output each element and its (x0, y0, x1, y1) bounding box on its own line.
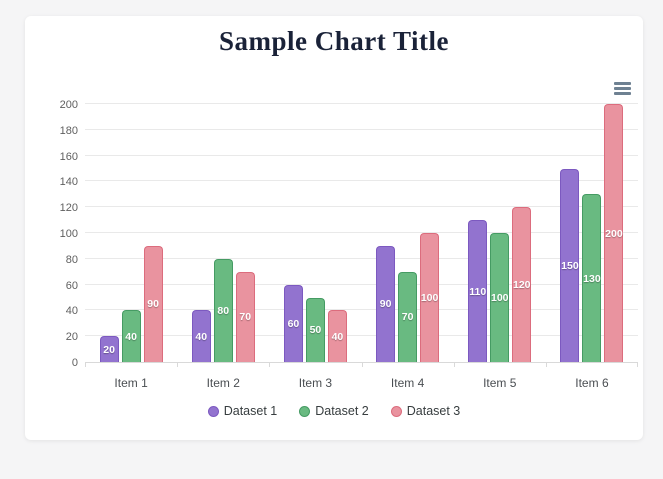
legend-marker-icon (207, 405, 219, 417)
bar-group-item-2: 40 80 70 (177, 105, 269, 362)
bar-value-label: 80 (217, 304, 230, 317)
bar-group-item-6: 150 130 200 (546, 104, 638, 362)
y-axis-tick-label: 40 (65, 305, 78, 318)
y-axis: 0 20 40 60 80 100 120 140 160 180 200 (25, 99, 78, 369)
bar-group-item-1: 20 40 90 (85, 105, 177, 362)
legend-label: Dataset 3 (406, 404, 461, 418)
bar-dataset-3-item-2[interactable]: 70 (235, 271, 255, 362)
bar-dataset-2-item-2[interactable]: 80 (213, 258, 233, 362)
gridline (85, 128, 638, 130)
bar-dataset-2-item-3[interactable]: 50 (305, 297, 325, 362)
bar-group-item-4: 90 70 100 (362, 105, 454, 362)
y-axis-tick-label: 180 (59, 124, 78, 137)
legend-label: Dataset 2 (315, 404, 369, 418)
y-axis-tick-label: 60 (65, 279, 78, 292)
page: { "chart_data": { "type": "bar", "title"… (0, 16, 663, 479)
bar-dataset-2-item-5[interactable]: 100 (490, 233, 510, 362)
gridline (85, 154, 638, 156)
gridline (85, 309, 638, 311)
x-axis-label-item-6: Item 6 (575, 376, 609, 390)
bar-dataset-1-item-5[interactable]: 110 (468, 220, 488, 362)
y-axis-tick-label: 0 (71, 357, 78, 369)
menu-bar (614, 92, 631, 95)
bar-value-label: 40 (195, 330, 208, 343)
bar-value-label: 90 (379, 298, 392, 311)
bar-value-label: 150 (561, 259, 579, 272)
x-axis-tick (361, 362, 363, 367)
menu-bar (614, 87, 631, 90)
bar-value-label: 20 (103, 343, 115, 356)
bar-value-label: 110 (469, 285, 487, 298)
bar-dataset-2-item-1[interactable]: 40 (121, 310, 141, 362)
bar-value-label: 200 (605, 227, 623, 240)
chart-title: Sample Chart Title (218, 26, 449, 56)
hamburger-menu-icon[interactable] (612, 78, 633, 99)
gridline (85, 103, 638, 104)
bar-dataset-3-item-1[interactable]: 90 (143, 245, 163, 362)
bar-dataset-3-item-4[interactable]: 100 (420, 233, 440, 362)
y-axis-tick-label: 160 (59, 150, 78, 163)
gridline (85, 257, 638, 259)
x-axis-label-item-5: Item 5 (483, 376, 517, 390)
bar-value-label: 70 (239, 311, 252, 324)
x-axis-label-item-1: Item 1 (114, 376, 148, 390)
chart-card: Sample Chart Title 0 20 40 60 80 100 120 140 160… (25, 16, 643, 440)
bar-dataset-3-item-6[interactable]: 200 (604, 104, 624, 362)
x-axis-label-item-4: Item 4 (390, 376, 425, 390)
bar-dataset-1-item-6[interactable]: 150 (560, 168, 580, 362)
y-axis-tick-label: 80 (65, 253, 78, 266)
gridline (85, 335, 638, 337)
gridline (85, 232, 638, 233)
bar-value-label: 50 (309, 324, 322, 337)
bar-value-label: 100 (420, 292, 439, 304)
bar-value-label: 60 (287, 317, 300, 330)
bar-dataset-1-item-4[interactable]: 90 (376, 245, 396, 362)
bar-dataset-1-item-1[interactable]: 20 (99, 336, 119, 362)
plot-area: 20 40 90 40 80 70 60 50 40 90 70 100 110 100 120 150 130… (85, 103, 638, 367)
gridline (85, 180, 638, 182)
bar-dataset-2-item-4[interactable]: 70 (398, 271, 418, 362)
bar-value-label: 40 (331, 330, 344, 343)
legend-item-dataset-2[interactable]: Dataset 2 (299, 404, 369, 418)
bar-dataset-3-item-3[interactable]: 40 (327, 310, 347, 362)
legend: Dataset 1 Dataset 2 Dataset 3 (25, 404, 643, 418)
legend-item-dataset-3[interactable]: Dataset 3 (390, 404, 461, 418)
bar-group-item-3: 60 50 40 (269, 105, 361, 362)
y-axis-tick-label: 100 (59, 228, 78, 240)
x-axis-tick (85, 362, 86, 367)
y-axis-tick-label: 20 (65, 331, 78, 344)
menu-bar (614, 82, 631, 85)
bar-value-label: 120 (513, 279, 531, 292)
gridline (85, 283, 638, 285)
bar-dataset-1-item-3[interactable]: 60 (283, 284, 303, 362)
bar-groups: 20 40 90 40 80 70 60 50 40 90 70 100 110 100 120 150 130… (85, 104, 638, 362)
bar-dataset-2-item-6[interactable]: 130 (582, 194, 602, 362)
y-axis-tick-label: 120 (59, 202, 78, 215)
x-axis-tick (453, 362, 455, 367)
bar-value-label: 90 (147, 298, 159, 311)
bar-value-label: 130 (583, 272, 601, 285)
legend-marker-icon (390, 405, 402, 417)
legend-item-dataset-1[interactable]: Dataset 1 (207, 404, 278, 418)
x-axis-tick (637, 362, 638, 367)
y-axis-tick-label: 140 (59, 176, 78, 189)
x-axis-label-item-3: Item 3 (298, 376, 333, 390)
gridline (85, 206, 638, 208)
x-axis-tick (177, 362, 179, 367)
y-axis-tick-label: 200 (59, 99, 78, 111)
bar-group-item-5: 110 100 120 (454, 105, 546, 362)
x-axis: Item 1 Item 2 Item 3 Item 4 Item 5 Item 6 (85, 368, 638, 392)
bar-value-label: 100 (491, 292, 509, 304)
bar-dataset-1-item-2[interactable]: 40 (191, 310, 211, 362)
bar-value-label: 40 (125, 330, 137, 343)
legend-marker-icon (299, 405, 311, 417)
x-axis-label-item-2: Item 2 (206, 376, 240, 390)
x-axis-tick (269, 362, 271, 367)
bar-value-label: 70 (401, 311, 414, 324)
x-axis-tick (545, 362, 547, 367)
bar-dataset-3-item-5[interactable]: 120 (512, 207, 532, 362)
legend-label: Dataset 1 (223, 404, 278, 418)
